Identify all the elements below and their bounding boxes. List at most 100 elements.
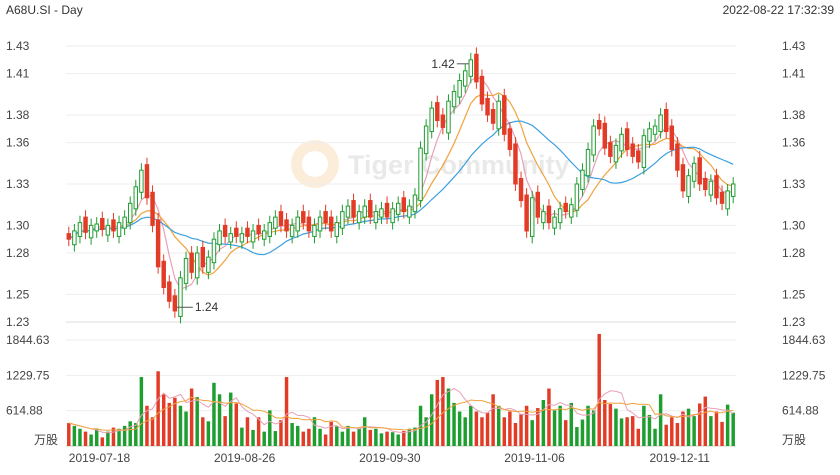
- volume-bar: [318, 428, 322, 446]
- volume-tick-label-right: 1229.75: [782, 368, 826, 382]
- volume-bar: [201, 417, 205, 446]
- candle-body: [457, 80, 462, 98]
- price-tick-label-left: 1.36: [6, 136, 30, 150]
- volume-unit-label-right: 万股: [782, 433, 806, 447]
- volume-bar: [491, 394, 495, 446]
- candle-body: [714, 175, 719, 199]
- volume-bar: [134, 423, 138, 446]
- volume-bar: [150, 417, 155, 446]
- candle-body: [429, 107, 434, 133]
- candle-body: [72, 230, 77, 246]
- volume-bar: [374, 428, 378, 446]
- candle-body: [619, 133, 624, 152]
- candle-body: [284, 219, 289, 232]
- volume-bar: [83, 431, 88, 446]
- candle-body: [524, 194, 529, 232]
- candle-body: [312, 224, 317, 237]
- volume-bar: [692, 416, 696, 446]
- volume-bar: [268, 410, 272, 446]
- candle-body: [111, 219, 116, 232]
- volume-bar: [301, 431, 306, 446]
- price-tick-label-right: 1.33: [782, 177, 806, 191]
- candle-body: [306, 216, 312, 232]
- candle-body: [669, 125, 675, 150]
- volume-bar: [636, 428, 641, 446]
- candle-body: [183, 258, 189, 284]
- volume-bar: [100, 437, 105, 446]
- volume-bar: [469, 405, 473, 446]
- candle-body: [239, 233, 245, 243]
- volume-bar: [424, 417, 428, 446]
- candle-body: [105, 224, 111, 236]
- volume-bar: [161, 394, 166, 446]
- volume-bar: [312, 417, 317, 446]
- volume-bar: [725, 404, 730, 446]
- volume-bar: [385, 431, 389, 446]
- volume-bar: [642, 405, 646, 446]
- volume-bar: [541, 400, 546, 446]
- candle-body: [552, 216, 557, 229]
- volume-bar: [396, 434, 400, 446]
- volume-bar: [625, 417, 629, 446]
- candle-body: [323, 211, 328, 224]
- volume-bar: [670, 417, 674, 446]
- volume-bar: [357, 428, 361, 446]
- candle-body: [647, 128, 652, 142]
- candle-body: [730, 183, 736, 197]
- candle-body: [585, 149, 591, 177]
- volume-tick-label-left: 1229.75: [6, 368, 50, 382]
- volume-bar: [251, 429, 255, 446]
- volume-bar: [67, 423, 71, 446]
- candle-body: [345, 205, 351, 218]
- candle-body: [513, 143, 518, 185]
- candle-body: [535, 191, 541, 218]
- volume-bar: [731, 412, 735, 446]
- candle-body: [200, 246, 206, 268]
- candle-body: [295, 216, 300, 232]
- candle-body: [423, 125, 429, 155]
- candle-body: [178, 277, 183, 317]
- volume-bar: [496, 405, 501, 446]
- volume-bar: [284, 377, 289, 446]
- volume-bar: [279, 420, 283, 446]
- x-tick-label: 2019-07-18: [69, 451, 131, 465]
- candle-body: [663, 108, 669, 133]
- price-tick-label-left: 1.30: [6, 218, 30, 232]
- candle-body: [122, 216, 127, 229]
- candle-body: [490, 108, 496, 124]
- candle-body: [127, 202, 133, 224]
- volume-bar: [547, 388, 551, 446]
- candle-body: [234, 227, 239, 237]
- volume-bar: [407, 428, 412, 446]
- candle-body: [155, 219, 161, 268]
- price-tick-label-right: 1.30: [782, 218, 806, 232]
- volume-bar: [569, 402, 574, 446]
- candle-body: [574, 183, 580, 211]
- candle-body: [529, 197, 535, 237]
- volume-bar: [346, 425, 350, 446]
- candle-body: [418, 147, 423, 202]
- volume-bar: [508, 411, 512, 446]
- candle-body: [228, 233, 233, 243]
- volume-bar: [173, 397, 177, 446]
- volume-bar: [686, 408, 691, 446]
- candle-body: [139, 169, 144, 193]
- x-tick-label: 2019-12-11: [649, 451, 710, 465]
- volume-bar: [513, 423, 518, 446]
- candle-body: [172, 295, 178, 312]
- candle-body: [379, 208, 384, 218]
- volume-bar: [273, 431, 278, 446]
- volume-bar: [720, 421, 724, 446]
- candle-body: [686, 175, 691, 197]
- candle-body: [630, 143, 635, 157]
- candle-body: [502, 95, 507, 135]
- candle-body: [373, 211, 379, 224]
- price-tick-label-right: 1.23: [782, 315, 806, 329]
- volume-bar: [441, 377, 445, 446]
- candle-body: [194, 252, 200, 279]
- volume-bar: [714, 411, 719, 446]
- price-tick-label-left: 1.23: [6, 315, 30, 329]
- candle-body: [541, 211, 546, 224]
- volume-bar: [429, 394, 434, 446]
- volume-bar: [480, 417, 484, 446]
